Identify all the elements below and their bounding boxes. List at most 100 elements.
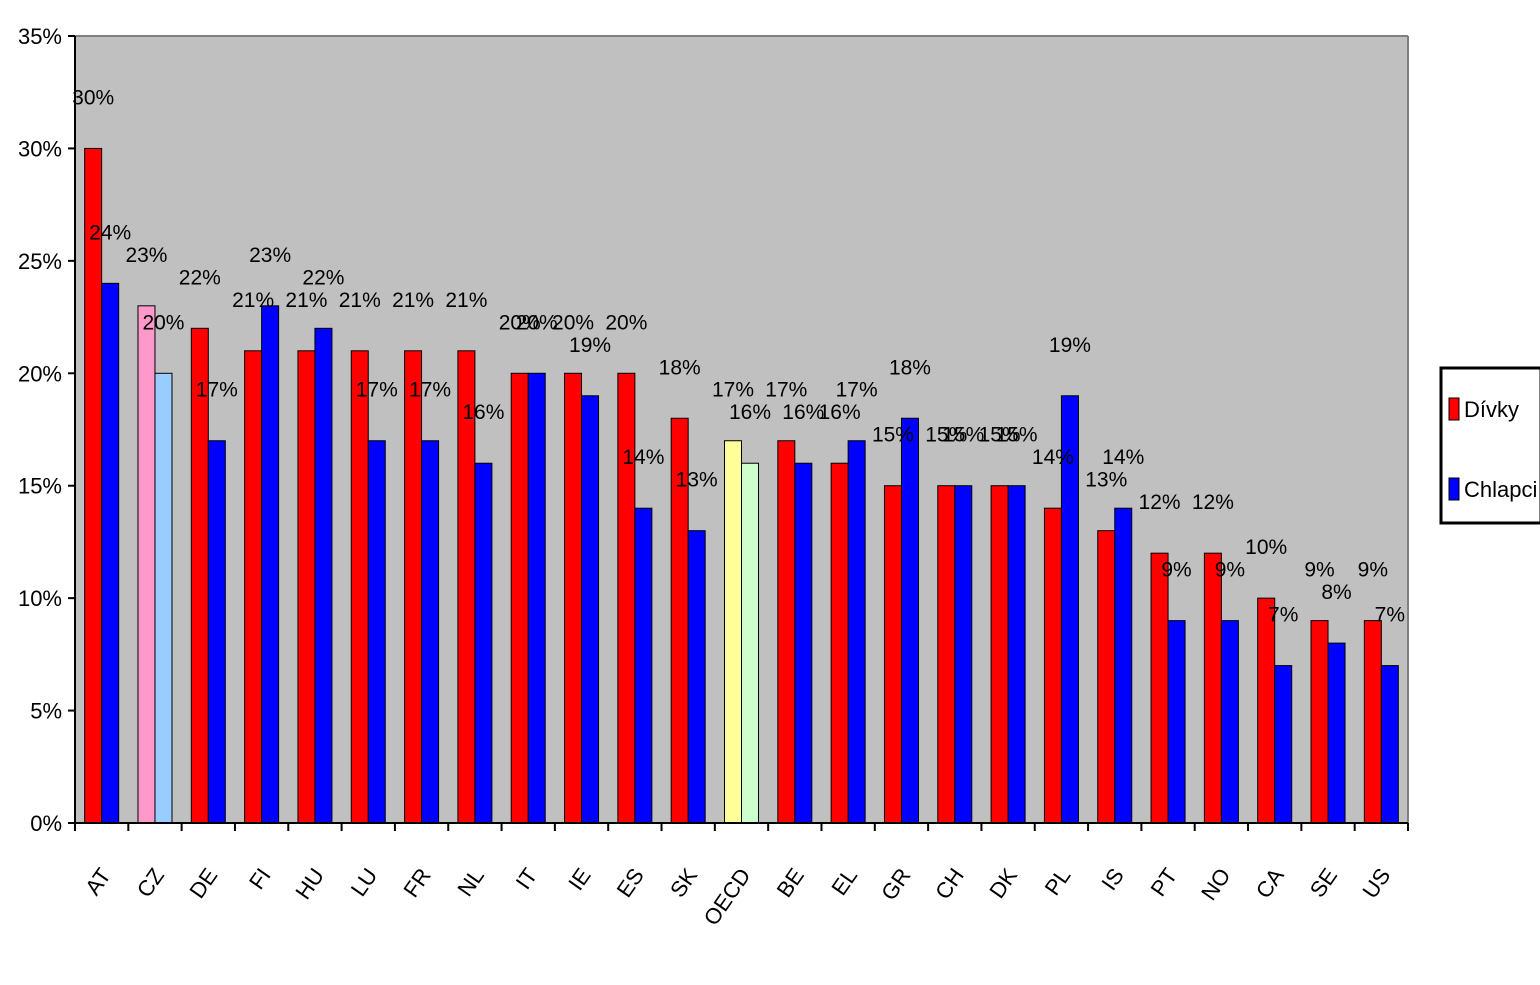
- bar-boys-ch: [954, 485, 973, 824]
- category-label-sk: SK: [665, 863, 702, 902]
- data-label-girls-ca: 10%: [1245, 536, 1287, 559]
- y-tick-label: 20%: [18, 361, 62, 386]
- bar-girls-ie: [564, 372, 583, 824]
- bar-boys-fi: [261, 305, 280, 824]
- legend-label-girls: Dívky: [1464, 397, 1519, 422]
- y-tick-label: 25%: [18, 249, 62, 274]
- category-label-oecd: OECD: [699, 864, 756, 930]
- bar-girls-at: [84, 147, 103, 824]
- data-label-girls-es: 20%: [605, 311, 647, 334]
- legend-swatch-boys: [1448, 477, 1460, 501]
- legend: Dívky Chlapci: [1439, 366, 1540, 525]
- data-label-boys-es: 14%: [622, 446, 664, 469]
- category-label-fr: FR: [398, 864, 435, 902]
- data-label-girls-at: 30%: [72, 86, 114, 109]
- bar-boys-el: [847, 440, 866, 824]
- category-label-pt: PT: [1146, 864, 1183, 901]
- legend-label-boys: Chlapci: [1464, 477, 1537, 502]
- bar-girls-se: [1310, 620, 1329, 824]
- data-label-girls-pl: 14%: [1032, 446, 1074, 469]
- legend-swatch-girls: [1448, 397, 1460, 421]
- data-label-girls-oecd: 17%: [712, 379, 754, 402]
- bar-boys-is: [1114, 507, 1133, 824]
- bar-girls-it: [510, 372, 529, 824]
- category-label-is: IS: [1096, 864, 1128, 895]
- category-label-lu: LU: [346, 864, 383, 901]
- data-label-boys-el: 17%: [836, 379, 878, 402]
- data-label-boys-no: 9%: [1215, 559, 1245, 582]
- bar-girls-lu: [350, 350, 369, 824]
- data-label-girls-lu: 21%: [339, 289, 381, 312]
- bar-boys-ca: [1274, 665, 1293, 824]
- data-label-girls-sk: 18%: [659, 356, 701, 379]
- data-label-boys-sk: 13%: [676, 469, 718, 492]
- bar-girls-fi: [244, 350, 263, 824]
- bar-girls-hu: [297, 350, 316, 824]
- bar-boys-gr: [900, 417, 919, 824]
- bar-boys-hu: [314, 327, 333, 824]
- data-label-girls-nl: 21%: [445, 289, 487, 312]
- category-label-fi: FI: [244, 864, 276, 894]
- category-label-us: US: [1357, 864, 1395, 903]
- data-label-girls-cz: 23%: [125, 244, 167, 267]
- data-label-boys-pt: 9%: [1161, 559, 1191, 582]
- bar-girls-is: [1097, 530, 1116, 824]
- bar-girls-cz: [137, 305, 156, 824]
- data-label-girls-de: 22%: [179, 266, 221, 289]
- category-label-ca: CA: [1251, 863, 1289, 903]
- bar-girls-es: [617, 372, 636, 824]
- bar-boys-it: [527, 372, 546, 824]
- bar-boys-de: [207, 440, 226, 824]
- bar-girls-pl: [1043, 507, 1062, 824]
- y-tick-label: 10%: [18, 586, 62, 611]
- category-label-el: EL: [826, 864, 862, 900]
- data-label-girls-it: 20%: [499, 311, 541, 334]
- y-tick-label: 35%: [18, 24, 62, 49]
- data-label-boys-dk: 15%: [996, 424, 1038, 447]
- data-label-boys-fi: 23%: [249, 244, 291, 267]
- data-label-boys-us: 7%: [1375, 604, 1405, 627]
- data-label-girls-dk: 15%: [979, 424, 1021, 447]
- bar-girls-ca: [1257, 597, 1276, 824]
- data-label-boys-at: 24%: [89, 221, 131, 244]
- bar-boys-nl: [474, 462, 493, 824]
- data-label-girls-gr: 15%: [872, 424, 914, 447]
- data-label-boys-cz: 20%: [142, 311, 184, 334]
- bar-boys-no: [1220, 620, 1239, 824]
- data-label-girls-be: 17%: [765, 379, 807, 402]
- bar-girls-oecd: [724, 440, 742, 824]
- bar-girls-ch: [937, 485, 956, 824]
- data-label-girls-pt: 12%: [1139, 491, 1181, 514]
- data-label-girls-el: 16%: [819, 401, 861, 424]
- category-label-no: NO: [1196, 864, 1235, 905]
- bar-boys-se: [1327, 642, 1346, 824]
- data-label-girls-ie: 20%: [552, 311, 594, 334]
- data-label-boys-ca: 7%: [1268, 604, 1298, 627]
- y-tick-label: 0%: [30, 811, 62, 836]
- bar-boys-cz: [154, 372, 173, 824]
- bar-boys-ie: [581, 395, 600, 824]
- data-label-boys-is: 14%: [1102, 446, 1144, 469]
- category-label-ie: IE: [563, 864, 595, 895]
- data-label-boys-se: 8%: [1321, 581, 1351, 604]
- data-label-boys-gr: 18%: [889, 356, 931, 379]
- bar-boys-es: [634, 507, 653, 824]
- y-tick-label: 5%: [30, 699, 62, 724]
- bar-girls-us: [1363, 620, 1382, 824]
- data-label-boys-it: 20%: [516, 311, 558, 334]
- bar-boys-pt: [1167, 620, 1186, 824]
- y-tick-label: 30%: [18, 136, 62, 161]
- data-labels: 30%24%23%20%22%17%21%23%21%22%21%17%21%1…: [72, 86, 1405, 626]
- data-label-boys-ch: 15%: [942, 424, 984, 447]
- data-label-boys-oecd: 16%: [729, 401, 771, 424]
- bar-boys-dk: [1007, 485, 1026, 824]
- category-label-nl: NL: [452, 864, 489, 901]
- data-label-girls-no: 12%: [1192, 491, 1234, 514]
- bar-girls-el: [830, 462, 849, 824]
- bar-boys-lu: [367, 440, 386, 824]
- category-label-ch: CH: [930, 864, 969, 904]
- data-label-boys-lu: 17%: [356, 379, 398, 402]
- data-label-girls-is: 13%: [1085, 469, 1127, 492]
- category-label-at: AT: [80, 864, 116, 900]
